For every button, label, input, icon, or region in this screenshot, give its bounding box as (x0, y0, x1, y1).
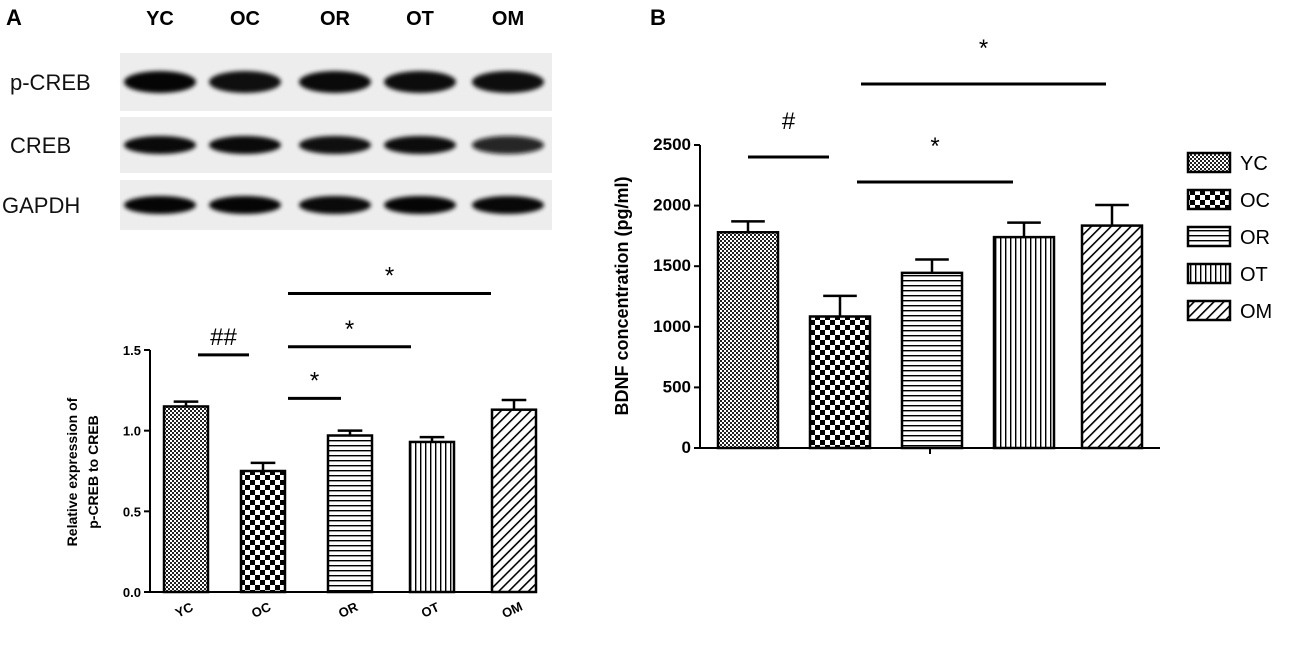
legend-label-om: OM (1240, 301, 1272, 323)
blot-band (472, 136, 544, 154)
blot-band (209, 136, 281, 154)
blot-band (299, 136, 371, 154)
legend-swatch-ot (1186, 262, 1232, 285)
significance-mark: # (782, 108, 796, 135)
lane-label-or: OR (320, 8, 351, 30)
panel-a-label: A (6, 5, 22, 30)
y-tick-label: 0 (682, 438, 691, 457)
y-axis-title-line1: Relative expression of (64, 397, 80, 546)
bar-ot (408, 440, 456, 594)
bar-yc (162, 405, 210, 594)
lane-label-ot: OT (406, 8, 434, 30)
blot-band (124, 71, 196, 93)
blot-row-label: CREB (10, 133, 71, 158)
significance-mark: * (345, 316, 354, 343)
panel-b-label: B (650, 5, 666, 30)
legend-swatch-or (1186, 225, 1232, 248)
significance-mark: * (979, 35, 988, 62)
y-axis-title: BDNF concentration (pg/ml) (612, 177, 632, 416)
blot-band (299, 196, 371, 214)
legend-swatch-oc (1186, 188, 1232, 211)
chart-b: 0 500 1000 1500 2000 2500 # * * BDNF concentratio… (612, 35, 1272, 457)
bar-ot (992, 235, 1056, 450)
blot-band (124, 136, 196, 154)
x-tick-label: OR (336, 599, 361, 621)
legend-label-or: OR (1240, 227, 1270, 249)
significance-mark: * (385, 263, 394, 290)
blot-band (299, 71, 371, 93)
lane-label-om: OM (492, 8, 524, 30)
bar-or (326, 434, 374, 594)
blot-band (124, 196, 196, 214)
significance-mark: * (310, 367, 319, 394)
significance-mark: * (930, 133, 939, 160)
blot-band (209, 196, 281, 214)
legend-label-yc: YC (1240, 153, 1268, 175)
x-tick-label: OC (249, 599, 274, 621)
blot-band (384, 136, 456, 154)
blot-band (384, 71, 456, 93)
bar-or (900, 271, 964, 450)
legend: YC OC OR OT OM (1186, 151, 1272, 323)
legend-label-oc: OC (1240, 190, 1270, 212)
blot-row-label: GAPDH (2, 193, 80, 218)
y-tick-label: 0.0 (123, 585, 141, 600)
x-tick-label: OT (419, 599, 442, 620)
blot-row-label: p-CREB (10, 70, 91, 95)
x-tick-label: OM (499, 599, 524, 621)
legend-label-ot: OT (1240, 264, 1268, 286)
blot-band (472, 71, 544, 93)
significance-mark: ## (210, 324, 237, 351)
y-tick-label: 500 (663, 377, 691, 396)
blot-band (209, 71, 281, 93)
lane-label-oc: OC (230, 8, 260, 30)
lane-label-yc: YC (146, 8, 174, 30)
chart-a: 0.0 0.5 1.0 1.5 YC OC OR OT OM ## * * * Relative expr… (64, 263, 538, 621)
y-tick-label: 2500 (653, 135, 691, 154)
bar-oc (239, 469, 287, 594)
y-tick-label: 0.5 (123, 504, 141, 519)
bar-oc (808, 315, 872, 450)
bar-om (1080, 224, 1144, 450)
western-blot: YC OC OR OT OM p-CREB CREB GAPDH (2, 8, 552, 230)
bar-om (490, 408, 538, 594)
legend-swatch-yc (1186, 151, 1232, 174)
blot-band (472, 196, 544, 214)
x-tick-label: YC (173, 599, 196, 620)
y-axis-title-line2: p-CREB to CREB (85, 415, 101, 529)
y-tick-label: 1.0 (123, 424, 141, 439)
y-tick-label: 2000 (653, 196, 691, 215)
bar-yc (716, 231, 780, 450)
y-tick-label: 1500 (653, 256, 691, 275)
legend-swatch-om (1186, 299, 1232, 322)
y-tick-label: 1000 (653, 317, 691, 336)
blot-band (384, 196, 456, 214)
y-tick-label: 1.5 (123, 343, 141, 358)
